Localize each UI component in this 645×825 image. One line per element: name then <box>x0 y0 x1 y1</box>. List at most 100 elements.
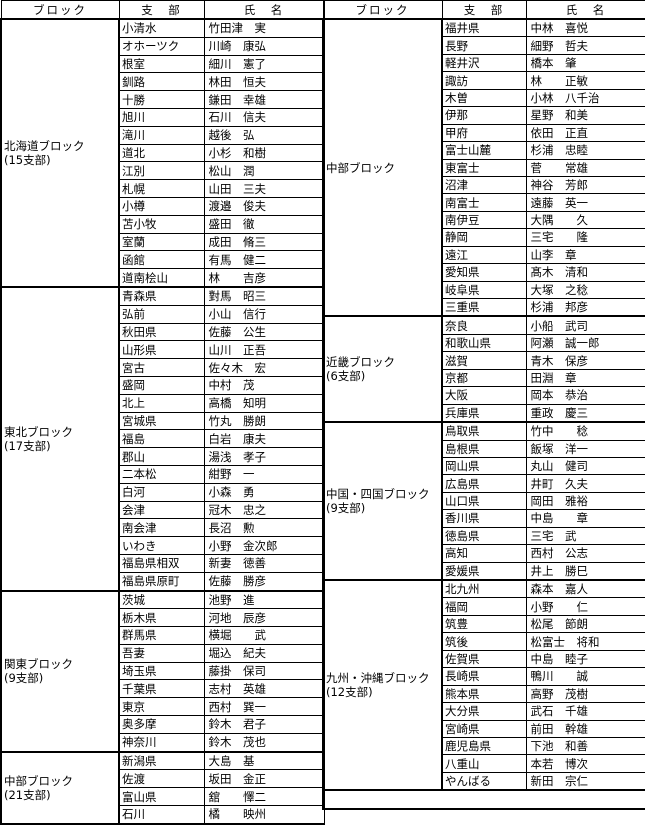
person-name-cell: 飯塚 洋一 <box>525 439 645 458</box>
block-branch-count: (12支部) <box>326 685 373 700</box>
branch-cell: 福岡 <box>441 597 527 616</box>
person-name-cell: 林 正敏 <box>525 71 645 90</box>
branch-cell: 根室 <box>118 54 205 74</box>
table-row: 鹿児島県 下池 和善 <box>323 736 645 756</box>
table-row: 木曽 小林 八千治 <box>323 88 645 108</box>
branch-cell: 宮城県 <box>118 411 205 431</box>
branch-cell: 南会津 <box>118 518 205 538</box>
person-name-cell: 竹丸 勝朗 <box>203 411 325 431</box>
branch-cell: 鹿児島県 <box>441 736 527 756</box>
block-branch-count: (15支部) <box>4 152 51 167</box>
table-row: 沼津 神谷 芳郎 <box>323 175 645 195</box>
table-row: 筑後 松富士 将和 <box>323 632 645 651</box>
branch-cell: 岡山県 <box>441 456 527 476</box>
branch-cell: 長野 <box>441 36 527 55</box>
branch-cell: 八重山 <box>441 754 527 773</box>
table-row: 香川県 中島 章 <box>323 509 645 528</box>
person-name-cell: 坂田 金正 <box>203 769 325 789</box>
table-row: 東北ブロック (17支部) 青森県 對馬 昭三 <box>0 286 325 592</box>
header-name: 氏 名 <box>525 0 645 20</box>
table-row: 軽井沢 橋本 肇 <box>323 53 645 73</box>
table-row: 福島県原町 佐藤 勝彦 <box>1 571 325 592</box>
person-name-cell: 中林 喜悦 <box>525 18 645 38</box>
person-name-cell: 新妻 徳善 <box>203 553 325 573</box>
branch-cell: 南伊豆 <box>441 210 527 230</box>
table-row: 郡山 湯浅 孝子 <box>1 447 325 466</box>
branch-table-right: ブロック 支 部 氏 名 中部ブロック 福井県 中林 喜悦 長野 細野 哲夫 軽井沢 橋本 … <box>322 0 645 810</box>
branch-cell: 宮崎県 <box>441 719 527 738</box>
person-name-cell: 青木 保彦 <box>525 351 645 370</box>
person-name-cell: 神谷 芳郎 <box>525 175 645 195</box>
table-row: 道北 小杉 和樹 <box>1 143 325 163</box>
person-name-cell: 盛田 徹 <box>203 214 325 234</box>
person-name-cell: 橘 映州 <box>203 805 325 825</box>
branch-cell: 神奈川 <box>118 732 205 753</box>
person-name-cell: 西村 公志 <box>525 544 645 563</box>
person-name-cell: 石川 信夫 <box>203 107 325 127</box>
branch-cell: 室蘭 <box>118 232 205 252</box>
block-cell: 北海道ブロック (15支部) <box>0 18 120 288</box>
branch-cell: いわき <box>118 536 205 555</box>
person-name-cell: 竹田津 実 <box>203 18 325 38</box>
table-row: 南伊豆 大隅 久 <box>323 210 645 230</box>
block-name: 東北ブロック <box>4 424 73 439</box>
header-branch: 支 部 <box>441 0 527 20</box>
person-name-cell: 小林 八千治 <box>525 88 645 108</box>
table-row: 東富士菅 常雄 <box>323 158 645 177</box>
table-row: 京都 田淵 章 <box>323 368 645 388</box>
block-branch-count: (6支部) <box>326 369 366 384</box>
branch-cell: 千葉県 <box>118 679 205 699</box>
table-row: 八重山 本若 博次 <box>323 754 645 773</box>
person-name-cell: 小山 信行 <box>203 304 325 324</box>
branch-cell: 愛媛県 <box>441 561 527 581</box>
header-block: ブロック <box>0 0 120 20</box>
block-branch-count: (17支部) <box>4 438 51 453</box>
person-name-cell: 杉浦 邦彦 <box>525 298 645 318</box>
table-row: 三重県 杉浦 邦彦 <box>323 298 645 318</box>
table-row: 諏訪林 正敏 <box>323 71 645 90</box>
block-branch-count: (9支部) <box>4 671 44 686</box>
table-row: 佐賀県 中島 睦子 <box>323 649 645 669</box>
person-name-cell: 遠藤 英一 <box>525 193 645 212</box>
person-name-cell: 田淵 章 <box>525 368 645 388</box>
table-row: 札幌 山田 三夫 <box>1 179 325 198</box>
table-row: 北海道ブロック (15支部) 小清水 竹田津 実 <box>0 18 325 288</box>
branch-cell: 富山県 <box>118 787 205 807</box>
block-cell: 九州・沖縄ブロック (12支部) <box>322 579 443 792</box>
table-row: 熊本県 高野 茂樹 <box>323 684 645 704</box>
block-name: 中国・四国ブロック <box>326 487 430 502</box>
branch-cell: 道北 <box>118 143 205 163</box>
table-row: 福岡 小野 仁 <box>323 597 645 616</box>
table-row: 東京 西村 巽一 <box>1 697 325 717</box>
branch-cell: 小清水 <box>118 18 205 38</box>
branch-cell: 長崎県 <box>441 667 527 686</box>
table-row: 山口県 岡田 雅裕 <box>323 491 645 511</box>
table-row: 愛媛県 井上 勝巳 <box>323 561 645 581</box>
person-name-cell: 林 吉彦 <box>203 268 325 288</box>
person-name-cell: 横堀 武 <box>203 626 325 645</box>
table-row: 大阪 岡本 恭治 <box>323 386 645 405</box>
person-name-cell: 前田 幹雄 <box>525 719 645 738</box>
person-name-cell: 依田 正直 <box>525 123 645 143</box>
branch-cell: 茨城 <box>118 589 205 610</box>
person-name-cell: 本若 博次 <box>525 754 645 773</box>
person-name-cell: 星野 和美 <box>525 106 645 125</box>
table-row: 群馬県 横堀 武 <box>1 626 325 645</box>
branch-cell: 鳥取県 <box>441 421 527 441</box>
block-cell: 関東ブロック (9支部) <box>0 589 120 753</box>
header-branch: 支 部 <box>118 0 205 20</box>
person-name-cell: 杉浦 忠睦 <box>525 141 645 160</box>
person-name-cell: 武石 千雄 <box>525 702 645 721</box>
person-name-cell: 高野 茂樹 <box>525 684 645 704</box>
branch-cell: 群馬県 <box>118 626 205 645</box>
table-row: 甲府 依田 正直 <box>323 123 645 143</box>
branch-cell: 山形県 <box>118 340 205 360</box>
branch-cell: 滋賀 <box>441 351 527 370</box>
person-name-cell: 湯浅 孝子 <box>203 447 325 466</box>
table-row: 石川橘 映州 <box>1 805 325 825</box>
table-row: 南富士 遠藤 英一 <box>323 193 645 212</box>
branch-cell: 兵庫県 <box>441 403 527 424</box>
person-name-cell: 岡田 雅裕 <box>525 491 645 511</box>
branch-cell: 盛岡 <box>118 375 205 395</box>
branch-cell: 秋田県 <box>118 322 205 342</box>
